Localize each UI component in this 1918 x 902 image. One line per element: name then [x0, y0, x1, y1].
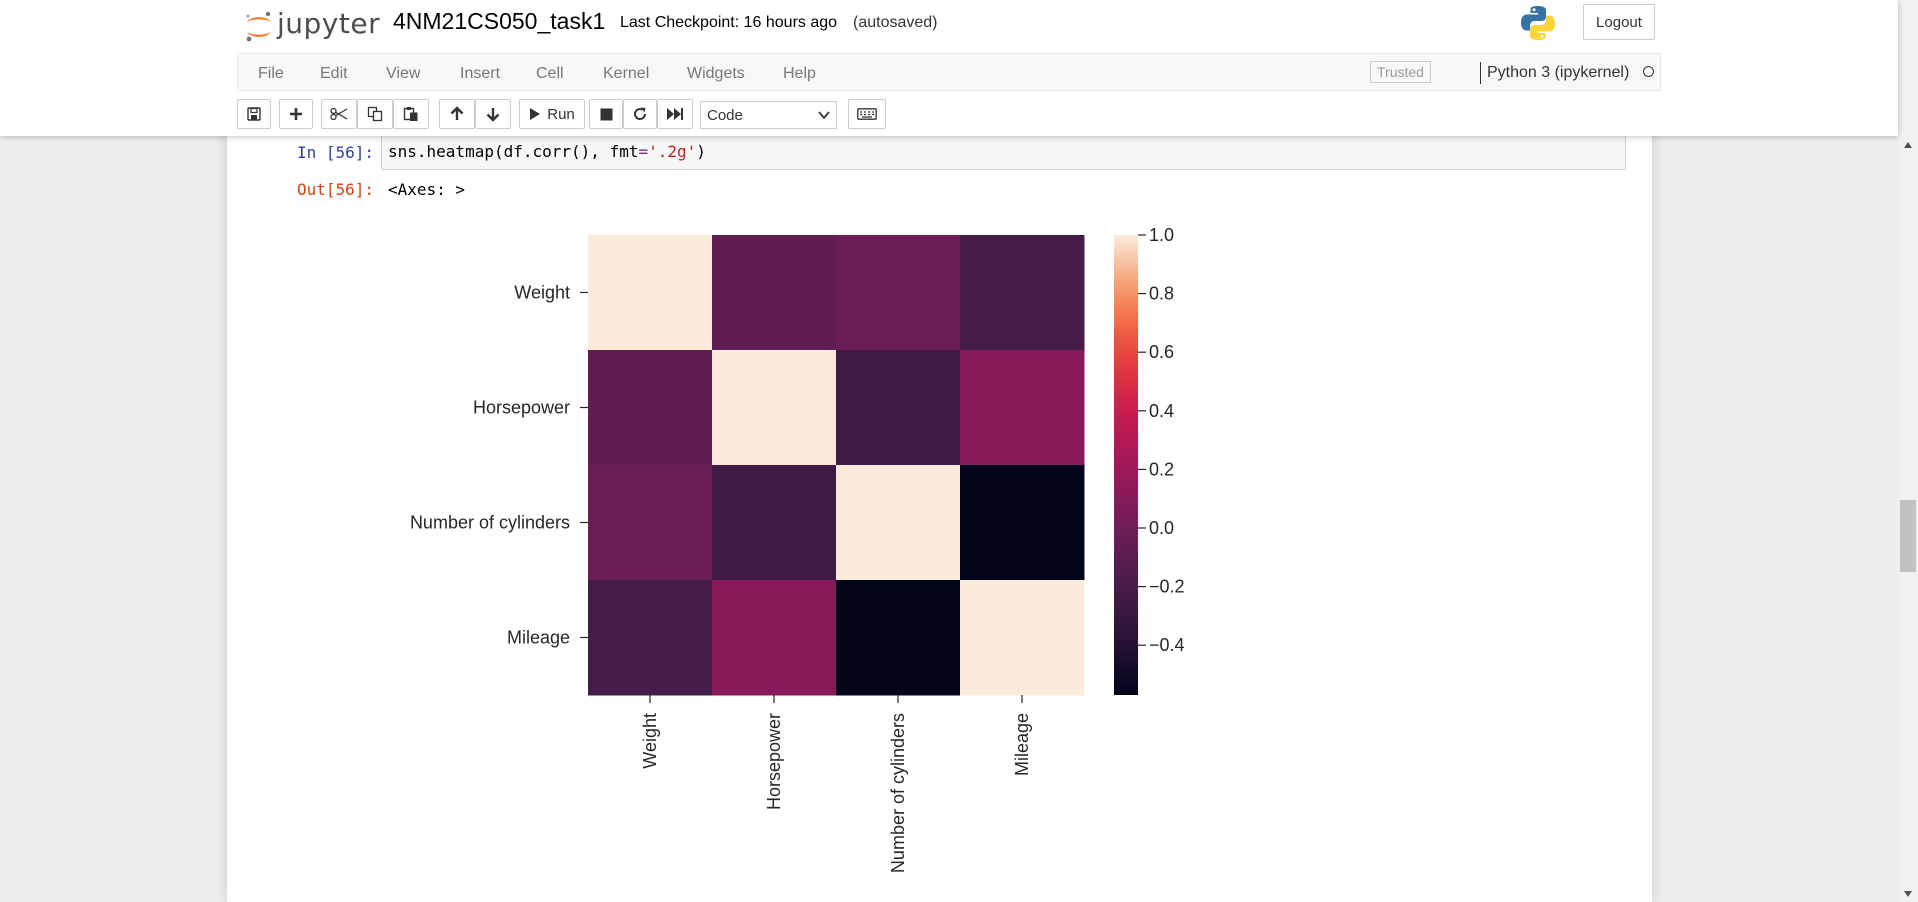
- copy-button[interactable]: [357, 99, 393, 129]
- menubar: File Edit View Insert Cell Kernel Widget…: [237, 53, 1661, 91]
- output-prompt: Out[56]:: [297, 180, 375, 199]
- menu-cell[interactable]: Cell: [536, 65, 564, 82]
- cell-type-select[interactable]: Code: [700, 101, 837, 129]
- command-palette-button[interactable]: [848, 99, 886, 129]
- colorbar-tick-label: 0.0: [1149, 518, 1174, 538]
- plus-icon: [290, 108, 302, 120]
- heatmap-cell-3-1: [712, 580, 837, 696]
- colorbar-tick-label: 0.2: [1149, 459, 1174, 479]
- logout-button[interactable]: Logout: [1583, 4, 1655, 40]
- heatmap-cell-0-0: [588, 235, 713, 351]
- heatmap-cell-1-1: [712, 350, 837, 466]
- run-label: Run: [547, 105, 575, 123]
- colorbar-tick-label: 0.8: [1149, 284, 1174, 304]
- cut-icon: [330, 107, 348, 121]
- kernel-name[interactable]: Python 3 (ipykernel): [1487, 64, 1630, 81]
- autosave-status: (autosaved): [853, 14, 938, 31]
- paste-icon: [403, 107, 418, 121]
- heatmap-cell-1-3: [960, 350, 1085, 466]
- column-label: Number of cylinders: [888, 713, 908, 873]
- stop-icon: [600, 108, 612, 120]
- scrollbar-thumb[interactable]: [1900, 500, 1916, 572]
- keyboard-icon: [857, 108, 877, 120]
- menu-file[interactable]: File: [258, 65, 284, 82]
- row-label: Number of cylinders: [410, 513, 570, 533]
- code-operator: =: [638, 142, 649, 161]
- code-line: sns.heatmap(df.corr(), fmt='.2g'): [388, 142, 706, 161]
- arrow-down-icon: [486, 108, 500, 122]
- menu-insert[interactable]: Insert: [460, 65, 501, 82]
- insert-cell-button[interactable]: [279, 99, 313, 129]
- scroll-up-arrow-icon[interactable]: [1904, 142, 1912, 148]
- kernel-separator: [1480, 62, 1481, 84]
- code-text: sns.heatmap(df.corr(),: [388, 142, 610, 161]
- row-label: Mileage: [507, 628, 570, 648]
- heatmap-cell-2-0: [588, 465, 713, 581]
- heatmap-cell-2-1: [712, 465, 837, 581]
- paste-button[interactable]: [393, 99, 429, 129]
- restart-run-all-button[interactable]: [657, 99, 693, 129]
- output-text: <Axes: >: [388, 180, 466, 199]
- menu-edit[interactable]: Edit: [320, 65, 348, 82]
- input-prompt: In [56]:: [297, 143, 375, 162]
- checkpoint-status: Last Checkpoint: 16 hours ago: [620, 14, 838, 31]
- heatmap-cell-2-2: [836, 465, 961, 581]
- column-label: Mileage: [1012, 713, 1032, 776]
- correlation-heatmap: Weight Horsepower Number of cylinders Milea…: [410, 225, 1185, 873]
- arrow-up-icon: [450, 106, 464, 120]
- row-label: Weight: [514, 283, 570, 303]
- fast-forward-icon: [667, 108, 683, 120]
- colorbar-tick-label: −0.2: [1149, 577, 1185, 597]
- code-keyword-arg: fmt: [609, 142, 639, 161]
- menu-view[interactable]: View: [386, 65, 421, 82]
- menu-kernel[interactable]: Kernel: [603, 65, 650, 82]
- colorbar-tick-label: 1.0: [1149, 225, 1174, 245]
- notebook-header: jupyter 4NM21CS050_task1 Last Checkpoint…: [0, 0, 1898, 136]
- restart-icon: [634, 107, 647, 120]
- heatmap-cell-1-0: [588, 350, 713, 466]
- save-icon: [247, 107, 261, 121]
- notebook-name[interactable]: 4NM21CS050_task1: [393, 8, 606, 34]
- heatmap-cell-3-3: [960, 580, 1085, 696]
- menu-help[interactable]: Help: [783, 65, 816, 82]
- column-label: Horsepower: [764, 713, 784, 810]
- code-string: '.2g': [648, 142, 697, 161]
- heatmap-cell-0-3: [960, 235, 1085, 351]
- cut-button[interactable]: [321, 99, 357, 129]
- move-down-button[interactable]: [475, 99, 511, 129]
- restart-kernel-button[interactable]: [623, 99, 657, 129]
- jupyter-logo[interactable]: jupyter: [240, 4, 380, 46]
- code-close-paren: ): [696, 142, 706, 161]
- trusted-indicator[interactable]: Trusted: [1370, 61, 1431, 83]
- row-label: Horsepower: [473, 398, 570, 418]
- save-button[interactable]: [237, 99, 271, 129]
- column-label: Weight: [640, 713, 660, 769]
- interrupt-kernel-button[interactable]: [589, 99, 623, 129]
- jupyter-logo-icon: [246, 11, 271, 42]
- heatmap-cell-3-0: [588, 580, 713, 696]
- kernel-idle-indicator-icon: [1643, 66, 1654, 77]
- heatmap-cell-0-1: [712, 235, 837, 351]
- chevron-down-icon: [818, 111, 830, 120]
- run-button[interactable]: Run: [519, 99, 585, 129]
- heatmap-cell-1-2: [836, 350, 961, 466]
- page-scrollbar[interactable]: [1898, 0, 1918, 902]
- play-icon: [530, 108, 541, 120]
- menu-widgets[interactable]: Widgets: [687, 65, 745, 82]
- heatmap-cell-2-3: [960, 465, 1085, 581]
- colorbar: [1114, 235, 1138, 695]
- colorbar-tick-label: −0.4: [1149, 635, 1185, 655]
- copy-icon: [367, 106, 383, 122]
- heatmap-cell-3-2: [836, 580, 961, 696]
- cell-type-value: Code: [707, 106, 743, 124]
- colorbar-tick-label: 0.6: [1149, 342, 1174, 362]
- move-up-button[interactable]: [439, 99, 475, 129]
- scroll-down-arrow-icon[interactable]: [1904, 891, 1912, 897]
- python-logo-icon: [1521, 6, 1555, 40]
- jupyter-logo-text: jupyter: [277, 7, 381, 40]
- heatmap-cell-0-2: [836, 235, 961, 351]
- colorbar-tick-label: 0.4: [1149, 401, 1174, 421]
